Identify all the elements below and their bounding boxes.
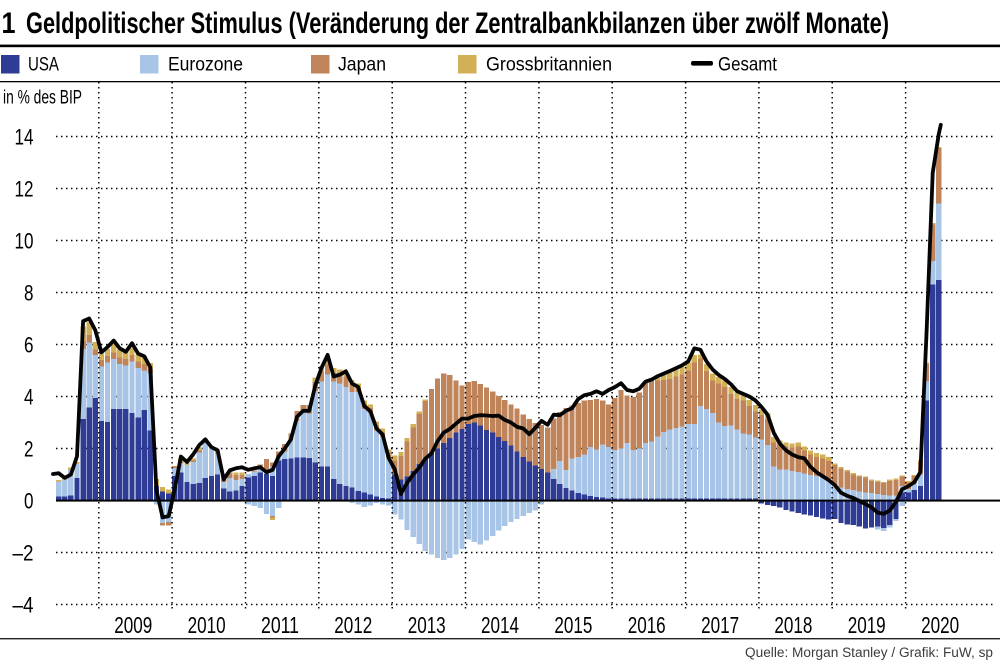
svg-text:2016: 2016 [628, 612, 666, 638]
svg-text:2012: 2012 [334, 612, 372, 638]
svg-text:2009: 2009 [114, 612, 152, 638]
svg-text:Japan: Japan [338, 54, 386, 76]
svg-text:USA: USA [28, 54, 59, 76]
svg-text:in % des BIP: in % des BIP [3, 88, 82, 109]
svg-text:1: 1 [2, 7, 16, 40]
svg-text:2015: 2015 [554, 612, 592, 638]
svg-text:2014: 2014 [481, 612, 519, 638]
svg-text:2013: 2013 [408, 612, 446, 638]
svg-text:Geldpolitischer Stimulus (Verä: Geldpolitischer Stimulus (Veränderung de… [26, 7, 889, 40]
svg-text:6: 6 [24, 333, 34, 358]
svg-text:2010: 2010 [188, 612, 226, 638]
svg-text:2018: 2018 [774, 612, 812, 638]
svg-text:Quelle: Morgan Stanley / Grafi: Quelle: Morgan Stanley / Grafik: FuW, sp [745, 645, 993, 660]
svg-text:10: 10 [15, 229, 34, 254]
svg-text:2020: 2020 [921, 612, 959, 638]
svg-text:2011: 2011 [261, 612, 299, 638]
svg-text:2017: 2017 [701, 612, 739, 638]
svg-text:8: 8 [24, 281, 34, 306]
svg-text:4: 4 [24, 385, 34, 410]
svg-text:14: 14 [15, 125, 34, 150]
svg-text:2019: 2019 [848, 612, 886, 638]
svg-text:–4: –4 [13, 593, 34, 618]
svg-text:Grossbritannien: Grossbritannien [486, 54, 612, 76]
svg-text:2: 2 [24, 437, 34, 462]
svg-text:0: 0 [24, 489, 34, 514]
svg-text:Gesamt: Gesamt [718, 54, 777, 76]
svg-text:–2: –2 [13, 541, 34, 566]
svg-text:Eurozone: Eurozone [168, 54, 243, 76]
svg-text:12: 12 [15, 177, 34, 202]
